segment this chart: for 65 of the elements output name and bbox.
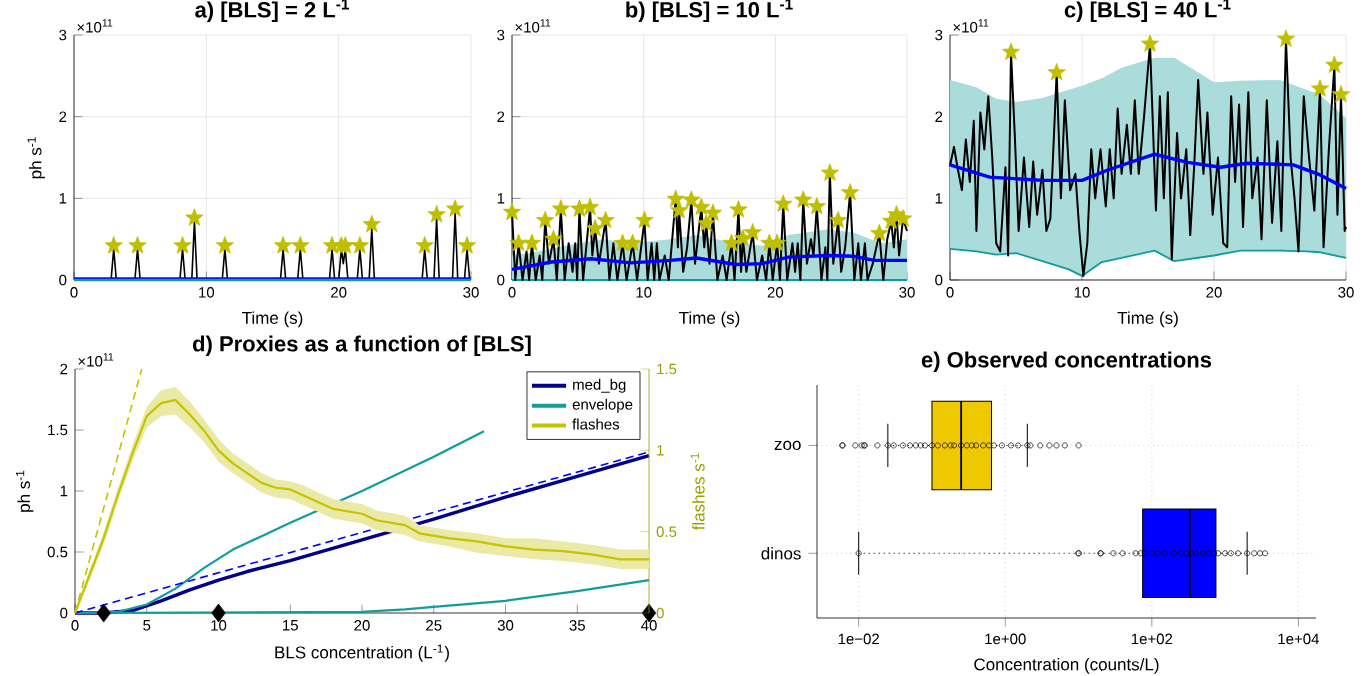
x-tick-label: 1e+02 bbox=[1131, 633, 1173, 645]
y-tick-label: 3 bbox=[59, 29, 67, 41]
x-tick-label: 0 bbox=[946, 287, 954, 298]
x-axis-title: BLS concentration (L$^{-1}$) bbox=[275, 644, 449, 662]
x-tick-label: 25 bbox=[426, 620, 442, 631]
y2-axis-title: flashes s$^{-1}$ bbox=[690, 453, 705, 531]
x-tick-label: 10 bbox=[1074, 287, 1090, 298]
y2-tick-label: 0 bbox=[656, 607, 664, 619]
x-tick-label: 35 bbox=[569, 620, 585, 631]
x-tick-label: 20 bbox=[1206, 287, 1222, 298]
x-tick-label: 30 bbox=[899, 287, 915, 298]
x-axis-title: Time (s) bbox=[679, 311, 740, 328]
y-tick-label: 1 bbox=[935, 193, 943, 204]
x-tick-label: 20 bbox=[354, 620, 370, 631]
y-tick-label: 0.5 bbox=[47, 546, 68, 558]
x-axis-title: Concentration (counts/L) bbox=[974, 657, 1159, 674]
text: ×10$^{11}$ bbox=[78, 353, 114, 367]
x-tick-label: 1e+04 bbox=[1278, 633, 1319, 645]
y-tick-label: 2 bbox=[935, 111, 943, 122]
y-axis-title: ph s$^{-1}$ bbox=[16, 470, 34, 512]
y-tick-label: 1.5 bbox=[48, 424, 68, 436]
x-tick-label: 30 bbox=[1338, 287, 1354, 298]
x-tick-label: 0 bbox=[508, 287, 516, 298]
x-tick-label: 15 bbox=[283, 620, 298, 631]
x-tick-label: 20 bbox=[767, 287, 784, 298]
y-tick-label: 2 bbox=[59, 111, 67, 122]
y2-tick-label: 1.5 bbox=[657, 363, 677, 375]
x-tick-label: 1e−02 bbox=[838, 633, 879, 645]
legend-label: flashes bbox=[572, 418, 620, 430]
y-tick-label: 1 bbox=[60, 485, 68, 497]
text: ×10$^{11}$ bbox=[515, 19, 551, 33]
x-tick-label: 30 bbox=[463, 287, 479, 298]
y-axis-title: ph s$^{-1}$ bbox=[27, 137, 45, 179]
legend-label: envelope bbox=[572, 398, 633, 413]
y-tick-label: dinos bbox=[761, 547, 801, 560]
y-tick-label: 3 bbox=[497, 29, 505, 41]
y-tick-label: 0 bbox=[497, 274, 505, 286]
y-tick-label: 3 bbox=[935, 29, 943, 41]
chart-title: e) Observed concentrations bbox=[921, 351, 1212, 372]
x-tick-label: 30 bbox=[497, 620, 514, 631]
x-axis-title: Time (s) bbox=[1117, 311, 1178, 328]
x-axis-title: Time (s) bbox=[242, 311, 303, 328]
y-tick-label: 1 bbox=[59, 193, 67, 204]
y-tick-label: 2 bbox=[60, 363, 68, 375]
y-tick-label: 2 bbox=[497, 111, 505, 122]
y-tick-label: 1 bbox=[497, 193, 505, 204]
x-tick-label: 10 bbox=[211, 620, 227, 631]
x-tick-label: 10 bbox=[636, 287, 652, 298]
legend-label: med_bg bbox=[573, 378, 626, 393]
text: ×10$^{11}$ bbox=[953, 19, 989, 33]
y-tick-label: zoo bbox=[774, 440, 801, 451]
x-tick-label: 1e+00 bbox=[985, 633, 1026, 645]
x-tick-label: 0 bbox=[70, 287, 78, 298]
x-tick-label: 10 bbox=[199, 287, 215, 298]
y2-tick-label: 0.5 bbox=[656, 526, 677, 537]
text: ×10$^{11}$ bbox=[77, 19, 113, 33]
y-tick-label: 0 bbox=[935, 274, 943, 286]
x-tick-label: 40 bbox=[641, 620, 657, 631]
y-tick-label: 0 bbox=[59, 274, 67, 286]
chart-title: d) Proxies as a function of [BLS] bbox=[193, 335, 531, 356]
x-tick-label: 5 bbox=[143, 620, 151, 631]
x-tick-label: 0 bbox=[71, 620, 79, 631]
x-tick-label: 20 bbox=[331, 287, 347, 298]
y2-tick-label: 1 bbox=[657, 445, 664, 456]
y-tick-label: 0 bbox=[60, 607, 68, 619]
